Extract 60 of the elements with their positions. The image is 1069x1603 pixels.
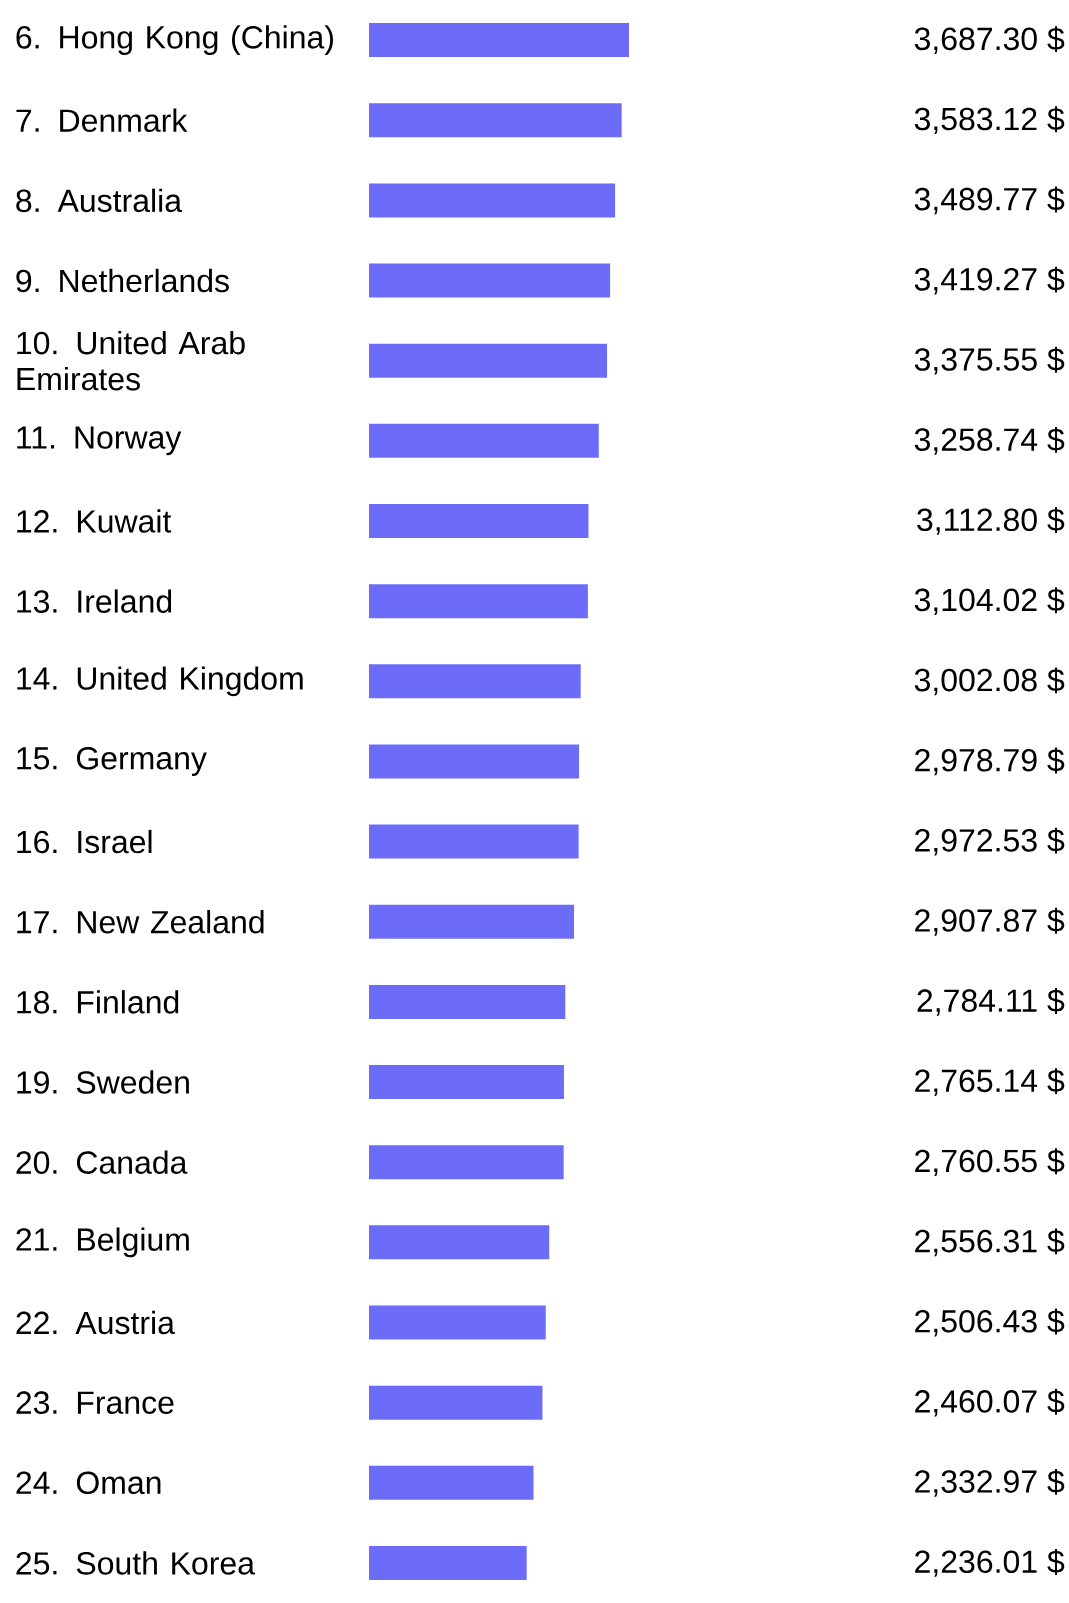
- y-tick-label: 15. Germany: [17, 746, 207, 776]
- y-tick-label: 12. Kuwait: [17, 509, 172, 533]
- data-label: 2,332.97 $: [915, 1468, 1065, 1497]
- bar: [369, 984, 566, 1019]
- data-label: 3,112.80 $: [917, 507, 1065, 535]
- bar: [369, 103, 622, 138]
- bar: [369, 1305, 546, 1340]
- y-tick-label: 6. Hong Kong (China): [16, 25, 333, 55]
- y-tick-label: 11. Norway: [17, 426, 182, 456]
- bar: [369, 1385, 543, 1420]
- y-tick-label: 13. Ireland: [17, 589, 172, 613]
- bar: [369, 183, 616, 218]
- bar: [369, 1145, 564, 1180]
- y-tick-label: 19. Sweden: [17, 1070, 189, 1094]
- bar: [369, 1465, 534, 1500]
- y-tick-label: 16. Israel: [17, 829, 152, 854]
- data-label: 2,784.11 $: [917, 988, 1065, 1016]
- y-tick-label: 20. Canada: [16, 1150, 188, 1174]
- data-label: 3,002.08 $: [914, 667, 1065, 696]
- data-label: 2,460.07 $: [915, 1388, 1065, 1417]
- bar: [369, 263, 611, 298]
- bar: [369, 423, 599, 458]
- bar: [369, 1065, 564, 1100]
- y-tick-label: 21. Belgium: [16, 1227, 189, 1258]
- data-label: 3,687.30 $: [914, 26, 1065, 54]
- bar: [369, 23, 629, 58]
- y-tick-label: 18. Finland: [17, 990, 179, 1014]
- bar: [369, 584, 588, 619]
- y-tick-label: 25. South Korea: [16, 1551, 255, 1575]
- bar: [369, 824, 579, 859]
- data-label: 2,765.14 $: [915, 1068, 1065, 1096]
- y-tick-label: 24. Oman: [16, 1471, 161, 1495]
- bar: [369, 503, 589, 538]
- bar: [369, 1545, 527, 1580]
- data-label: 3,375.55 $: [914, 346, 1065, 375]
- y-tick-label: 22. Austria: [16, 1310, 175, 1335]
- y-tick-label: 9. Netherlands: [16, 268, 229, 293]
- bar: [369, 744, 580, 779]
- data-label: 3,258.74 $: [914, 426, 1065, 455]
- data-label: 2,506.43 $: [915, 1308, 1065, 1337]
- y-tick-label: 17. New Zealand: [17, 909, 264, 934]
- y-tick-label: 10. United Arab Emirates: [17, 330, 245, 391]
- y-tick-label: 23. France: [16, 1391, 174, 1414]
- y-tick-label: 14. United Kingdom: [17, 666, 303, 697]
- y-tick-label: 7. Denmark: [16, 108, 188, 132]
- data-label: 3,489.77 $: [914, 186, 1065, 215]
- data-label: 2,907.87 $: [915, 907, 1065, 936]
- data-label: 2,972.53 $: [915, 827, 1065, 856]
- bar: [369, 343, 608, 378]
- y-tick-label: 8. Australia: [16, 188, 183, 213]
- bar: [369, 904, 575, 939]
- data-label: 2,556.31 $: [915, 1228, 1065, 1257]
- data-label: 3,104.02 $: [914, 587, 1065, 616]
- bar: [369, 664, 581, 699]
- bar: [369, 1225, 550, 1260]
- data-label: 2,236.01 $: [915, 1549, 1065, 1577]
- data-label: 2,760.55 $: [915, 1148, 1065, 1177]
- data-label: 2,978.79 $: [915, 747, 1065, 776]
- data-label: 3,419.27 $: [914, 266, 1065, 295]
- data-label: 3,583.12 $: [914, 106, 1065, 135]
